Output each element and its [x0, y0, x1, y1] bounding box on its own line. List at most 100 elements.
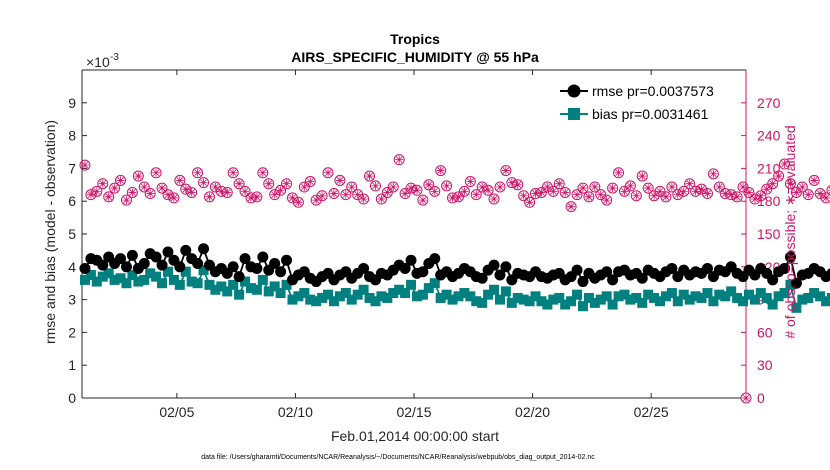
rmse-point [571, 264, 583, 276]
obs-count-point [399, 188, 411, 200]
obs-possible-marker [470, 189, 482, 201]
obs-evaluated-marker [442, 181, 451, 190]
obs-possible-marker [310, 194, 322, 206]
obs-evaluated-marker [241, 187, 250, 196]
bias-point [370, 296, 381, 307]
obs-evaluated-marker [424, 180, 433, 189]
bias-point [743, 289, 754, 300]
obs-count-point [630, 190, 642, 202]
obs-evaluated-marker [750, 195, 759, 204]
obs-count-point [417, 194, 429, 206]
obs-count-point [316, 190, 328, 202]
obs-possible-marker [541, 181, 553, 193]
y-right-tick-label: 150 [757, 226, 781, 242]
obs-count-point [672, 189, 684, 201]
rmse-point [636, 272, 648, 284]
x-tick-label: 02/20 [515, 404, 550, 420]
obs-evaluated-marker [341, 190, 350, 199]
rmse-point [115, 253, 127, 265]
rmse-point [405, 254, 417, 266]
bias-point [411, 291, 422, 302]
obs-count-point [292, 196, 304, 208]
obs-evaluated-marker [324, 168, 333, 177]
obs-evaluated-marker [709, 169, 718, 178]
y-left-tick-label: 8 [68, 128, 76, 144]
obs-possible-marker [654, 185, 666, 197]
obs-possible-marker [298, 181, 310, 193]
obs-count-point [233, 178, 245, 190]
obs-count-point [310, 194, 322, 206]
y-left-tick-label: 1 [68, 357, 76, 373]
bias-point [471, 296, 482, 307]
obs-count-series [79, 154, 830, 404]
obs-count-point [577, 182, 589, 194]
obs-count-point [660, 191, 672, 203]
obs-evaluated-marker [762, 185, 771, 194]
obs-possible-marker [227, 167, 239, 179]
obs-count-point [97, 178, 109, 190]
bias-point [222, 286, 233, 297]
obs-possible-marker [91, 185, 103, 197]
bias-point [287, 294, 298, 305]
obs-count-point [263, 178, 275, 190]
bias-point [269, 281, 280, 292]
obs-evaluated-marker [519, 191, 528, 200]
obs-evaluated-marker [371, 181, 380, 190]
obs-evaluated-marker [276, 186, 285, 195]
chart-subtitle: AIRS_SPECIFIC_HUMIDITY @ 55 hPa [291, 49, 539, 65]
obs-possible-marker [328, 188, 340, 200]
obs-count-point [476, 181, 488, 193]
obs-evaluated-marker [92, 187, 101, 196]
obs-count-point [387, 181, 399, 193]
bias-point [483, 289, 494, 300]
rmse-point [97, 259, 109, 271]
obs-possible-marker [405, 182, 417, 194]
obs-count-point [541, 181, 553, 193]
bias-point [773, 291, 784, 302]
obs-possible-marker [458, 185, 470, 197]
rmse-point [767, 274, 779, 286]
obs-count-point [654, 185, 666, 197]
obs-possible-marker [476, 181, 488, 193]
rmse-point [227, 261, 239, 273]
obs-possible-marker [464, 176, 476, 188]
obs-count-point [547, 185, 559, 197]
x-tick-label: 02/10 [278, 404, 313, 420]
obs-count-point [559, 186, 571, 198]
bias-point [791, 302, 802, 313]
obs-count-point [375, 193, 387, 205]
obs-evaluated-marker [786, 179, 795, 188]
bias-point [726, 286, 737, 297]
bias-point [328, 296, 339, 307]
obs-count-point [784, 178, 796, 190]
obs-evaluated-marker [578, 184, 587, 193]
obs-possible-marker [417, 194, 429, 206]
obs-evaluated-marker [454, 192, 463, 201]
bias-point [607, 299, 618, 310]
obs-evaluated-marker [187, 188, 196, 197]
bias-point [613, 291, 624, 302]
obs-evaluated-marker [774, 172, 783, 181]
obs-possible-marker [506, 177, 518, 189]
obs-count-point [132, 170, 144, 182]
obs-evaluated-marker [715, 182, 724, 191]
obs-evaluated-marker [650, 191, 659, 200]
obs-possible-marker [784, 178, 796, 190]
rmse-point [417, 266, 429, 278]
rmse-point [790, 277, 802, 289]
bias-point [406, 279, 417, 290]
x-axis-label: Feb.01,2014 00:00:00 start [331, 428, 499, 444]
obs-evaluated-marker [335, 176, 344, 185]
obs-evaluated-marker [134, 172, 143, 181]
y-left-tick-label: 3 [68, 292, 76, 308]
bias-point [566, 296, 577, 307]
obs-evaluated-marker [667, 182, 676, 191]
obs-evaluated-marker [306, 177, 315, 186]
obs-count-point [464, 176, 476, 188]
obs-count-point [364, 170, 376, 182]
obs-possible-marker [375, 193, 387, 205]
obs-possible-marker [132, 170, 144, 182]
rmse-point [399, 262, 411, 274]
obs-count-point [227, 167, 239, 179]
